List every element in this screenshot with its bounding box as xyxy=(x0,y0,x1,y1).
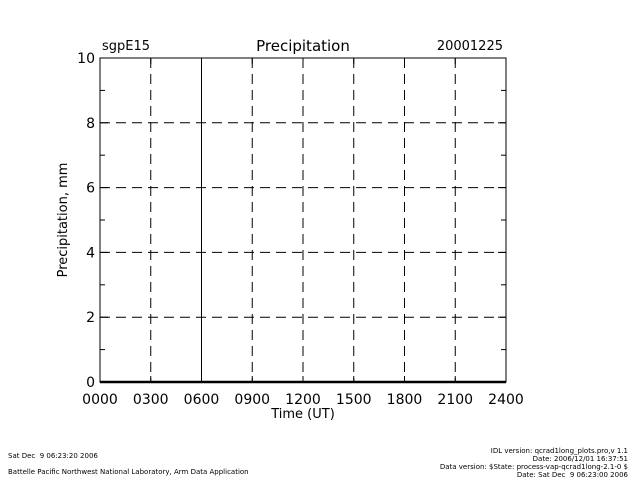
x-tick-label: 0300 xyxy=(133,392,169,408)
y-axis-label: Precipitation, mm xyxy=(56,163,71,278)
footer-left: Sat Dec 9 06:23:20 2006 Battelle Pacific… xyxy=(8,452,249,476)
grid-lines xyxy=(100,58,506,382)
plot-frame xyxy=(99,57,507,383)
chart-title: Precipitation xyxy=(256,37,350,55)
footer-idl-date: Date: 2006/12/01 16:37:51 xyxy=(532,455,628,463)
site-label: sgpE15 xyxy=(102,39,150,54)
footer-organization: Battelle Pacific Northwest National Labo… xyxy=(8,468,249,476)
y-tick-labels: 0 2 4 6 8 10 xyxy=(77,51,95,391)
x-tick-label: 0900 xyxy=(234,392,270,408)
footer-idl-version: IDL version: qcrad1long_plots.pro,v 1.1 xyxy=(490,447,628,455)
footer-timestamp: Sat Dec 9 06:23:20 2006 xyxy=(8,452,98,460)
y-tick-label: 0 xyxy=(86,375,95,391)
x-tick-label: 0600 xyxy=(184,392,220,408)
x-tick-label: 2100 xyxy=(437,392,473,408)
y-tick-label: 4 xyxy=(86,245,95,261)
x-tick-label: 1800 xyxy=(387,392,423,408)
y-tick-label: 10 xyxy=(77,51,95,67)
footer-right: IDL version: qcrad1long_plots.pro,v 1.1 … xyxy=(440,447,628,479)
date-label: 20001225 xyxy=(437,39,503,54)
x-axis-label: Time (UT) xyxy=(270,407,335,422)
x-tick-label: 1500 xyxy=(336,392,372,408)
footer-data-version: Data version: $State: process-vap-qcrad1… xyxy=(439,463,628,471)
y-tick-label: 8 xyxy=(86,116,95,132)
x-tick-labels: 0000 0300 0600 0900 1200 1500 1800 2100 2400 xyxy=(82,392,524,408)
x-tick-label: 0000 xyxy=(82,392,118,408)
x-tick-label: 1200 xyxy=(285,392,321,408)
y-tick-label: 6 xyxy=(86,181,95,197)
x-tick-label: 2400 xyxy=(488,392,524,408)
footer-data-date: Date: Sat Dec 9 06:23:00 2006 xyxy=(516,471,628,479)
y-tick-label: 2 xyxy=(86,310,95,326)
